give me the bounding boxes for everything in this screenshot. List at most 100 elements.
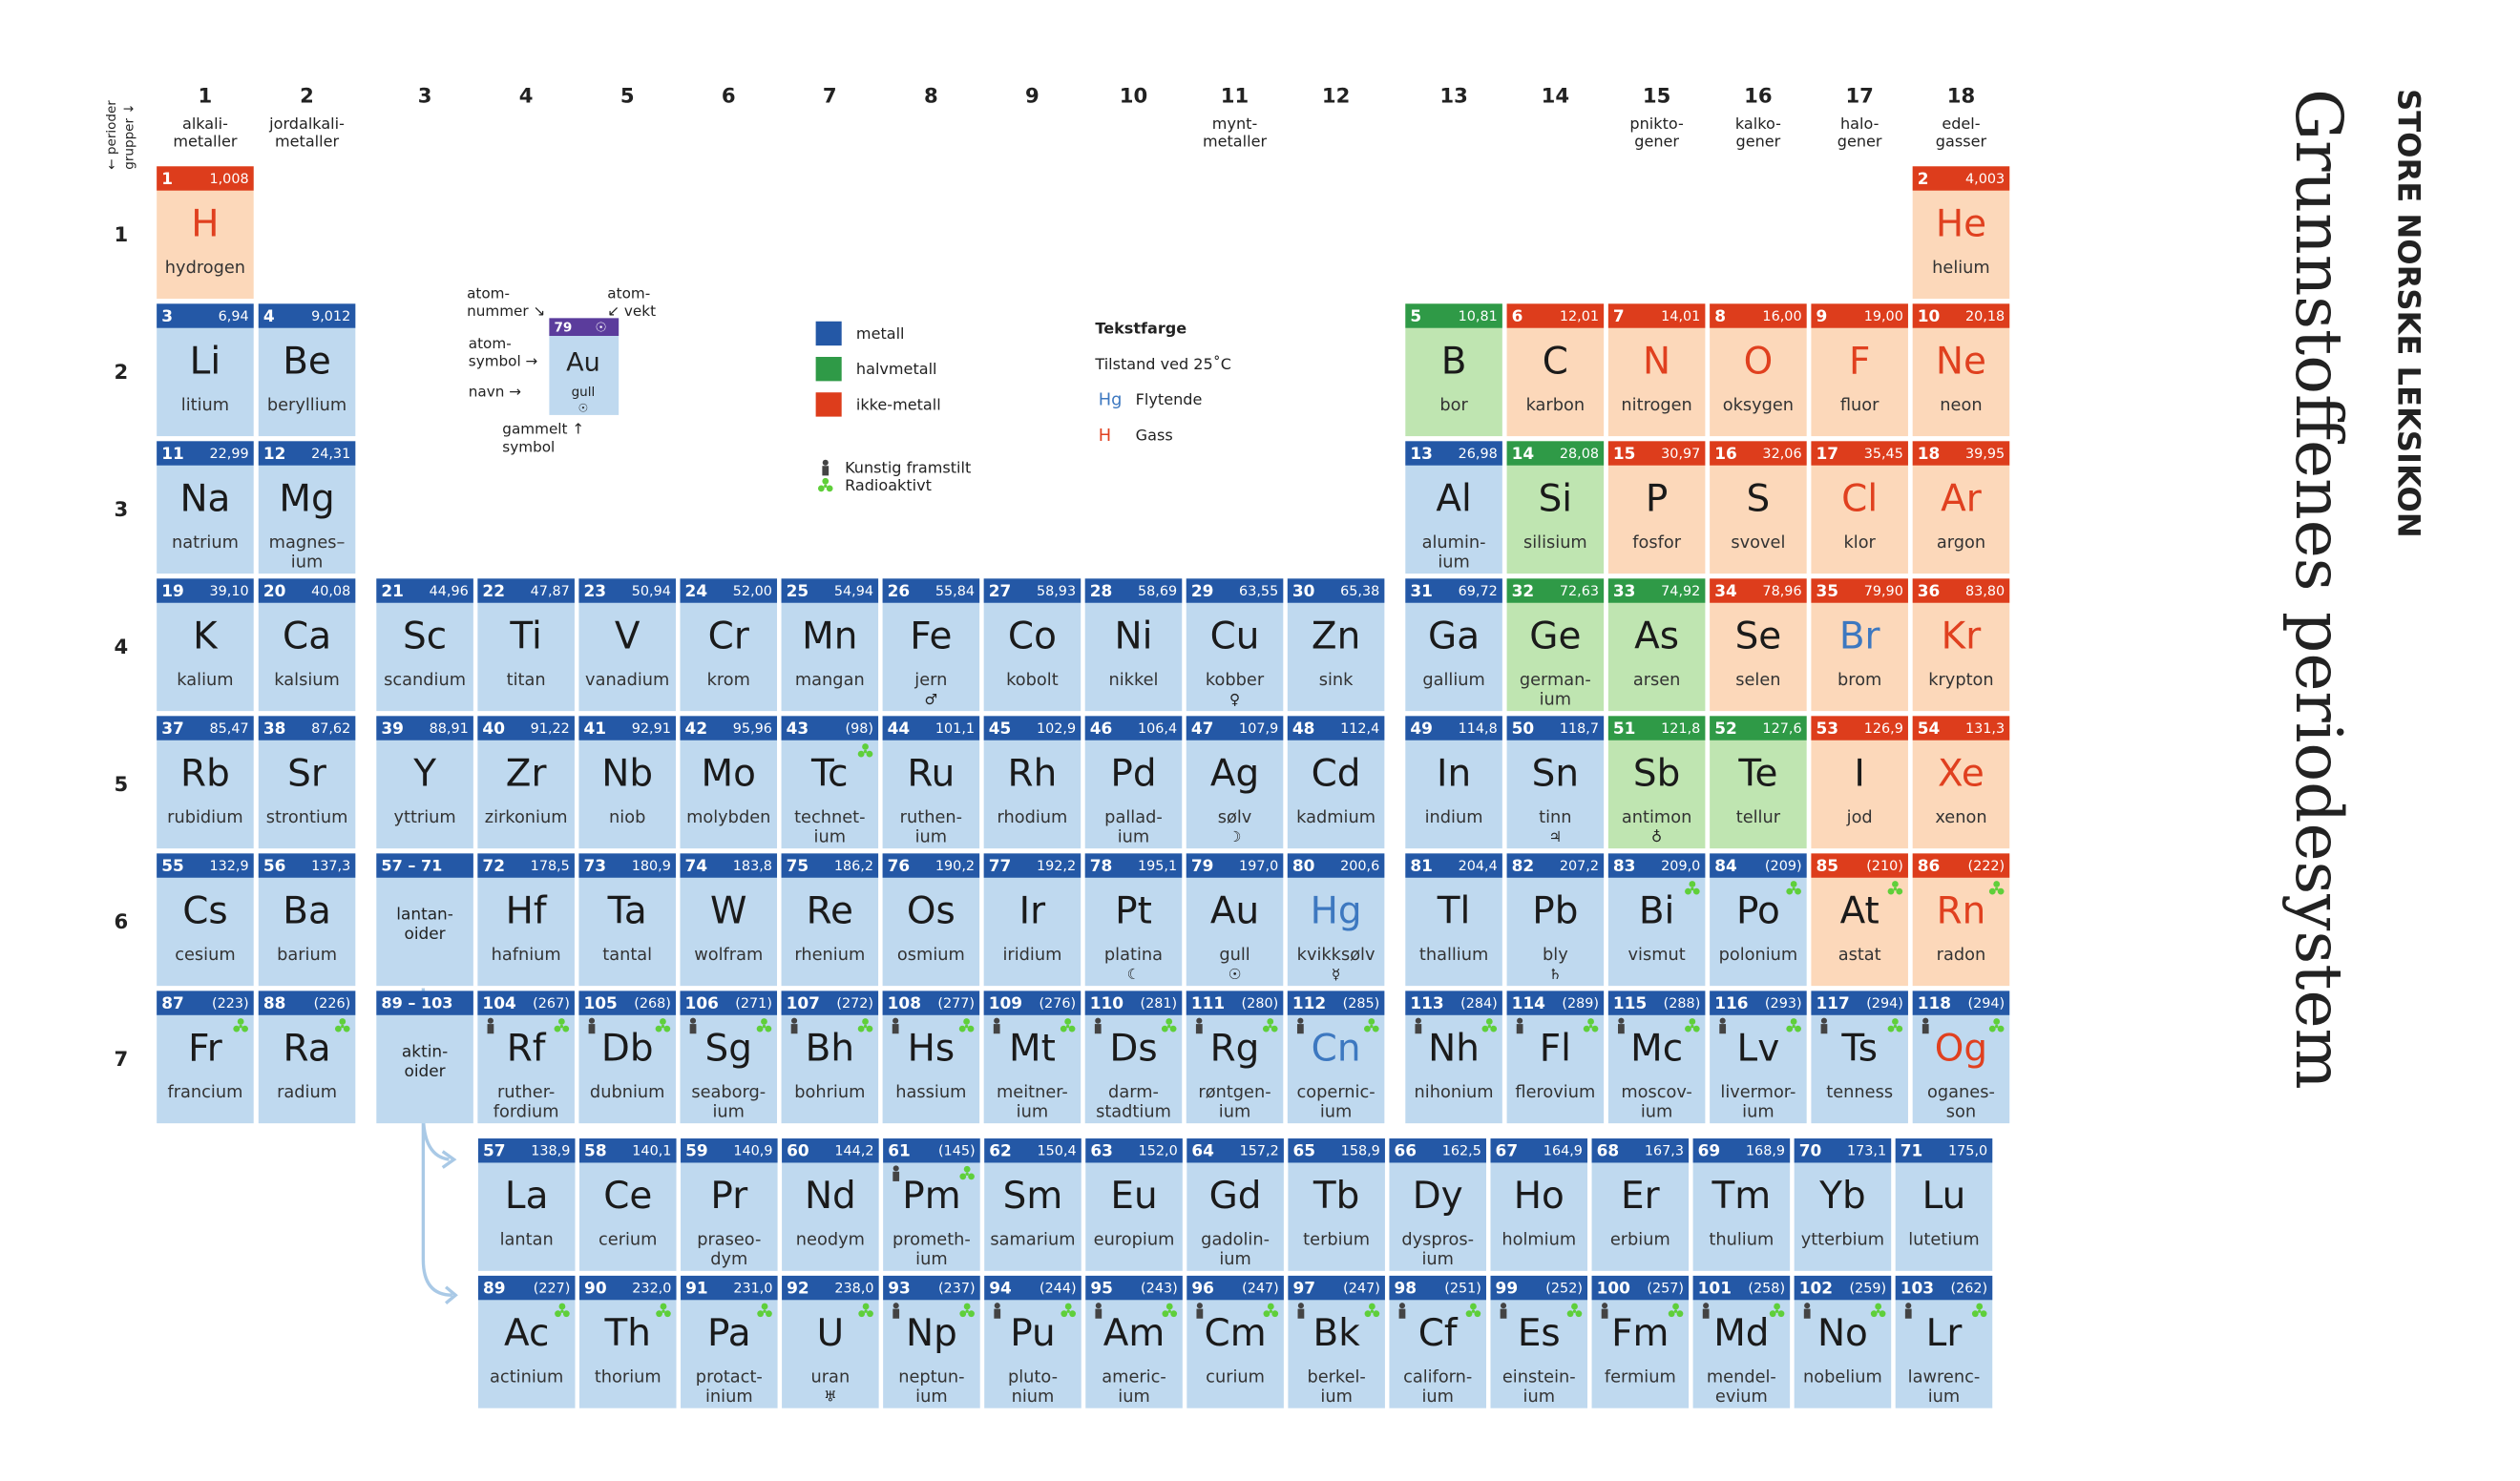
atomic-number: 14 bbox=[1512, 444, 1535, 463]
atomic-number: 40 bbox=[482, 719, 505, 738]
atomic-mass: 26,98 bbox=[1459, 447, 1498, 462]
group-name: mynt- bbox=[1212, 115, 1258, 133]
element-symbol: Rb bbox=[180, 752, 230, 795]
atomic-mass: 140,9 bbox=[733, 1144, 772, 1159]
radioactive-icon bbox=[663, 1025, 671, 1033]
title: Grunnstoffenes periodesystem bbox=[2281, 89, 2357, 1090]
element-name: lantan bbox=[500, 1231, 554, 1250]
atomic-number: 68 bbox=[1597, 1141, 1620, 1160]
element-header bbox=[1405, 578, 1502, 603]
radioactive-icon bbox=[857, 1025, 865, 1033]
element-name: ium bbox=[1641, 1102, 1672, 1121]
element-name: titan bbox=[507, 671, 546, 690]
element-name: natrium bbox=[172, 533, 239, 553]
atomic-number: 73 bbox=[584, 856, 607, 875]
radioactive-icon bbox=[334, 1025, 342, 1033]
atomic-number: 53 bbox=[1816, 719, 1838, 738]
element-header bbox=[1607, 578, 1706, 603]
atomic-number: 7 bbox=[1613, 306, 1625, 325]
element-symbol: Ar bbox=[1941, 477, 1982, 520]
element-name: americ- bbox=[1102, 1368, 1166, 1387]
radioactive-icon bbox=[1169, 1025, 1177, 1033]
element-symbol: Rn bbox=[1937, 889, 1986, 932]
atomic-mass: 126,9 bbox=[1864, 721, 1903, 737]
element-name: francium bbox=[167, 1083, 242, 1102]
element-name: osmium bbox=[897, 946, 965, 965]
element-name: fermium bbox=[1605, 1368, 1676, 1387]
element-symbol: Po bbox=[1736, 889, 1780, 932]
element-name: ruthen- bbox=[900, 808, 962, 827]
group-number: 13 bbox=[1439, 84, 1467, 108]
radioactive-icon bbox=[1370, 1309, 1375, 1313]
radioactive-icon bbox=[824, 484, 828, 489]
atomic-mass: 39,95 bbox=[1965, 447, 2005, 462]
key-label: atom- bbox=[607, 284, 650, 302]
atomic-number: 6 bbox=[1512, 306, 1523, 325]
element-symbol: Ru bbox=[907, 752, 955, 795]
element-symbol: Na bbox=[179, 477, 230, 520]
radioactive-icon bbox=[963, 1303, 971, 1310]
element-name: dym bbox=[710, 1250, 747, 1269]
element-header bbox=[1506, 303, 1605, 328]
element-name: karbon bbox=[1526, 396, 1586, 415]
atomic-mass: (222) bbox=[1967, 859, 2005, 874]
atomic-number: 83 bbox=[1613, 856, 1636, 875]
element-symbol: V bbox=[615, 615, 640, 657]
element-header bbox=[1084, 578, 1183, 603]
element-symbol: Tc bbox=[810, 752, 849, 795]
key-symbol: Au bbox=[566, 347, 600, 377]
element-name: ium bbox=[915, 1387, 947, 1407]
element-header bbox=[883, 1138, 980, 1163]
atomic-number: 42 bbox=[685, 719, 708, 738]
radioactive-icon bbox=[1262, 1025, 1270, 1033]
radioactive-icon bbox=[1162, 1310, 1169, 1318]
legend-state-symbol: H bbox=[1099, 427, 1111, 446]
synthetic-icon bbox=[689, 1024, 697, 1034]
radioactive-icon bbox=[761, 1303, 768, 1310]
element-name: german- bbox=[1520, 671, 1591, 690]
legend-label: ikke-metall bbox=[856, 395, 941, 413]
radioactive-icon bbox=[562, 1025, 570, 1033]
element-header bbox=[1506, 853, 1605, 878]
atomic-mass: (226) bbox=[314, 996, 351, 1012]
element-symbol: Pa bbox=[707, 1312, 751, 1355]
element-header bbox=[681, 1275, 778, 1301]
element-symbol: Bk bbox=[1313, 1312, 1361, 1355]
element-name: ium bbox=[1118, 827, 1149, 846]
atomic-mass: (251) bbox=[1444, 1281, 1481, 1296]
radioactive-icon bbox=[863, 1024, 868, 1029]
atomic-mass: (258) bbox=[1748, 1281, 1785, 1296]
atomic-mass: 137,3 bbox=[311, 859, 350, 874]
atomic-mass: 30,97 bbox=[1661, 447, 1700, 462]
element-name: ium bbox=[1421, 1387, 1453, 1407]
synthetic-icon bbox=[1415, 1024, 1422, 1034]
element-symbol: Yb bbox=[1818, 1175, 1865, 1218]
element-symbol: W bbox=[710, 889, 746, 932]
element-symbol: N bbox=[1643, 340, 1670, 383]
group-name: gasser bbox=[1936, 132, 1987, 150]
atomic-mass: 79,90 bbox=[1864, 584, 1903, 599]
element-header bbox=[477, 853, 575, 878]
element-name: meitner- bbox=[997, 1083, 1068, 1102]
element-header bbox=[882, 853, 980, 878]
radioactive-icon bbox=[660, 1303, 667, 1310]
element-name: ium bbox=[814, 827, 846, 846]
group-number: 16 bbox=[1744, 84, 1772, 108]
radioactive-icon bbox=[1267, 1018, 1274, 1025]
key-name: gull bbox=[572, 385, 596, 400]
element-name: flerovium bbox=[1515, 1083, 1595, 1102]
element-name: argon bbox=[1937, 533, 1985, 553]
element-name: ium bbox=[1118, 1387, 1149, 1407]
group-number: 14 bbox=[1542, 84, 1569, 108]
radioactive-icon bbox=[1485, 1018, 1493, 1025]
synthetic-icon bbox=[588, 1017, 596, 1024]
radioactive-icon bbox=[1769, 1310, 1776, 1318]
radioactive-icon bbox=[968, 1173, 975, 1180]
atomic-mass: 183,8 bbox=[733, 859, 772, 874]
element-symbol: La bbox=[505, 1175, 549, 1218]
atomic-number: 58 bbox=[584, 1141, 607, 1160]
synthetic-icon bbox=[1297, 1303, 1304, 1309]
synthetic-icon bbox=[1602, 1303, 1608, 1309]
radioactive-icon bbox=[857, 750, 865, 758]
